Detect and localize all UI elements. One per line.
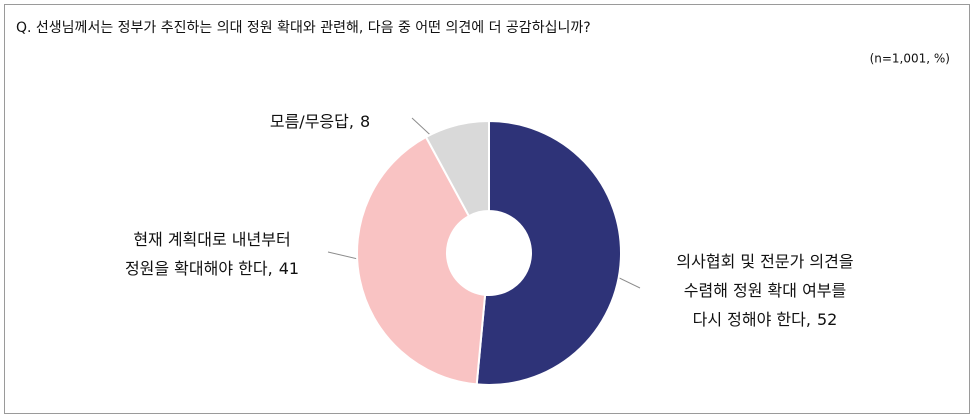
slice-label: 모름/무응답, 8: [270, 112, 370, 131]
note: (n=1,001, %): [870, 52, 950, 66]
label-text: 수렴해 정원 확대 여부를: [684, 281, 846, 300]
slice: [475, 119, 622, 386]
label-text: 현재 계획대로 내년부터: [133, 230, 290, 249]
slice-label: 다시 정해야 한다, 52: [693, 310, 838, 329]
chart-title: Q. 선생님께서는 정부가 추진하는 의대 정원 확대와 관련해, 다음 중 어…: [16, 20, 591, 36]
slice-label: 의사협회 및 전문가 의견을: [676, 252, 853, 271]
label-text: 정원을 확대해야 한다,: [125, 259, 273, 278]
slice-label: 현재 계획대로 내년부터: [133, 230, 290, 249]
label-text: 의사협회 및 전문가 의견을: [676, 252, 853, 271]
slice: [424, 119, 490, 218]
slice-label: 수렴해 정원 확대 여부를: [684, 281, 846, 300]
slice-label: 정원을 확대해야 한다, 41: [125, 259, 299, 278]
value-label: 41: [279, 259, 299, 278]
donut: [356, 119, 622, 386]
slice: [356, 135, 487, 386]
label-text: 모름/무응답,: [270, 112, 354, 131]
label-text: 다시 정해야 한다,: [693, 310, 811, 329]
value-label: 8: [360, 112, 370, 131]
value-label: 52: [817, 310, 837, 329]
